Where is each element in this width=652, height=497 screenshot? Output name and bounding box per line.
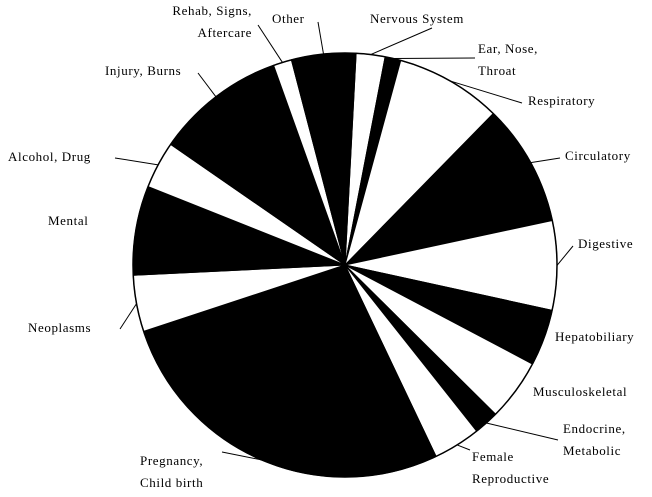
slice-label: Mental [48,213,88,228]
slice-label: Hepatobiliary [555,329,634,344]
slice-label: Circulatory [565,148,631,163]
leader-line [114,157,159,166]
slice-label: Neoplasms [28,320,91,335]
slice-label: Injury, Burns [105,63,181,78]
leader-line [370,27,433,56]
leader-line [456,444,471,451]
leader-line [317,21,324,55]
leader-line [530,157,561,164]
leader-line [257,24,283,63]
leader-line [556,245,574,266]
slice-label: Digestive [578,236,633,251]
slice-label: Female Reproductive [472,449,549,486]
slice-label: Musculoskeletal [533,384,627,399]
slice-label: Pregnancy, Child birth [140,453,203,490]
leader-line [197,72,217,98]
leader-line [221,451,262,461]
slice-label: Endocrine, Metabolic [563,421,626,458]
slice-label: Alcohol, Drug [8,149,91,164]
slice-label: Rehab, Signs, Aftercare [172,3,252,40]
pie-outline [132,52,558,478]
leader-line [392,57,476,60]
slice-label: Other [272,11,305,26]
slice-label: Ear, Nose, Throat [478,41,538,78]
slice-label: Nervous System [370,11,464,26]
leader-line [119,303,137,330]
leader-line [450,80,523,104]
slice-label: Respiratory [528,93,595,108]
leader-line [486,422,559,441]
